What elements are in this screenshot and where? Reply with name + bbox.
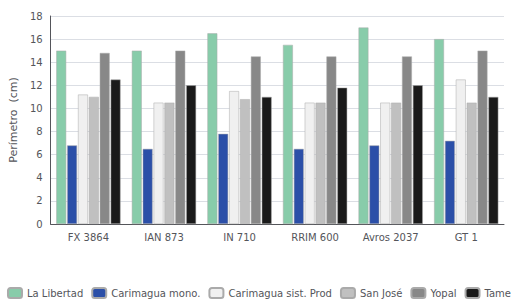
svg-text:FX 3864: FX 3864 (68, 232, 109, 243)
svg-text:10: 10 (30, 103, 43, 114)
svg-text:14: 14 (30, 57, 43, 68)
svg-text:GT 1: GT 1 (455, 232, 478, 243)
svg-text:18: 18 (30, 11, 43, 22)
svg-text:San José: San José (360, 288, 402, 299)
svg-text:Carimagua mono.: Carimagua mono. (111, 288, 200, 299)
svg-text:2: 2 (36, 195, 42, 206)
svg-text:Perímetro (cm): Perímetro (cm) (7, 77, 20, 163)
svg-text:Yopal: Yopal (429, 288, 456, 299)
svg-text:8: 8 (36, 126, 42, 137)
svg-text:Tame: Tame (484, 288, 511, 299)
svg-text:16: 16 (30, 34, 43, 45)
svg-text:0: 0 (36, 219, 42, 230)
svg-text:Avros 2037: Avros 2037 (363, 232, 419, 243)
svg-text:6: 6 (36, 149, 42, 160)
svg-text:Carimagua sist. Prod: Carimagua sist. Prod (228, 288, 332, 299)
svg-text:IN 710: IN 710 (223, 232, 256, 243)
svg-text:La Libertad: La Libertad (27, 288, 83, 299)
svg-text:RRIM 600: RRIM 600 (291, 232, 339, 243)
svg-text:IAN 873: IAN 873 (144, 232, 184, 243)
svg-text:4: 4 (36, 172, 42, 183)
svg-text:12: 12 (30, 80, 43, 91)
